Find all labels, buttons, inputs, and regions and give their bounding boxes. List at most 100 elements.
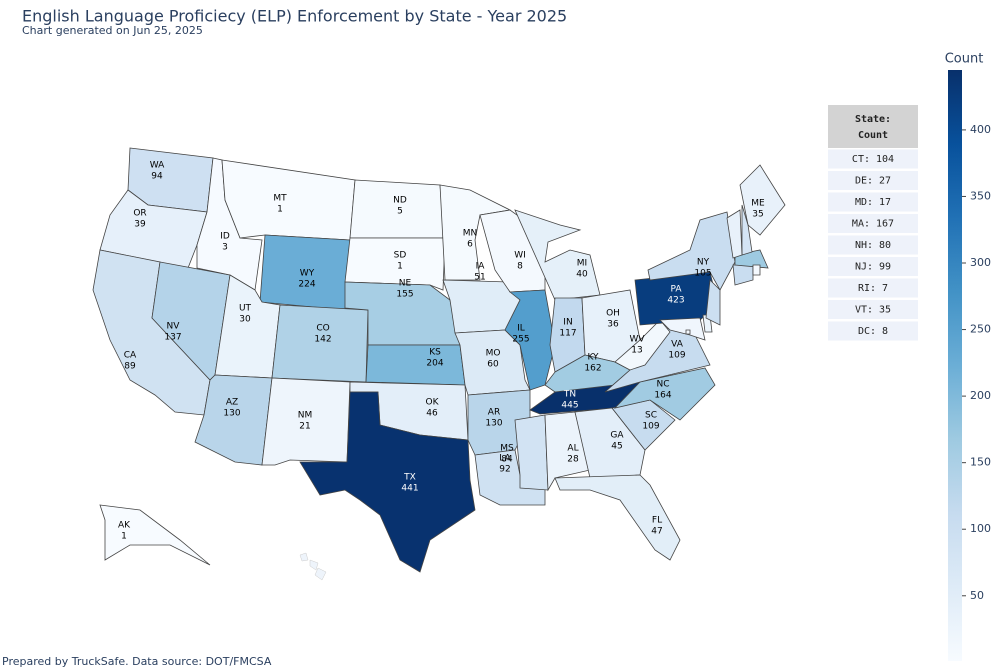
state-code: OR [133, 209, 146, 219]
state-value: 105 [694, 269, 711, 279]
chart-title: English Language Proficiecy (ELP) Enforc… [22, 7, 567, 26]
colorbar-tick-label: 100 [970, 522, 991, 535]
state-code: PA [670, 285, 682, 295]
state-code: GA [610, 431, 624, 441]
state-value: 45 [611, 442, 622, 452]
state-value: 155 [396, 290, 413, 300]
colorbar-tick-label: 350 [970, 189, 991, 202]
table-row: MD: 17 [855, 197, 891, 208]
state-code: OH [606, 309, 620, 319]
footer: Prepared by TruckSafe. Data source: DOT/… [2, 655, 272, 668]
state-code: AR [488, 408, 500, 418]
state-code: NY [697, 258, 710, 268]
colorbar-tick-label: 400 [970, 123, 991, 136]
table-row: NH: 80 [855, 240, 891, 251]
colorbar-tick-label: 150 [970, 456, 991, 469]
state-value: 28 [567, 455, 579, 465]
state [554, 474, 681, 561]
state [685, 329, 691, 335]
state-code: FL [652, 516, 662, 526]
state-value: 255 [512, 335, 529, 345]
state-value: 92 [499, 465, 510, 475]
table-row: DC: 8 [858, 326, 888, 337]
table-header: State: [855, 114, 891, 125]
state-code: WI [514, 251, 526, 261]
state [741, 204, 753, 256]
state-value: 441 [401, 484, 418, 494]
state-value: 47 [651, 527, 662, 537]
state-code: MI [577, 259, 587, 269]
state-value: 39 [134, 220, 146, 230]
state-value: 1 [121, 532, 127, 542]
state [221, 159, 356, 241]
state-code: AK [118, 521, 131, 531]
state-value: 40 [576, 270, 588, 280]
state [752, 264, 761, 276]
state-value: 109 [668, 351, 685, 361]
table-row: DE: 27 [855, 176, 891, 187]
colorbar-tick-label: 300 [970, 256, 991, 269]
state [739, 164, 786, 236]
state-code: ME [751, 199, 765, 209]
state-code: VA [671, 340, 684, 350]
state [514, 209, 601, 301]
table-header: Count [858, 130, 888, 141]
state-value: 3 [222, 243, 228, 253]
state [365, 344, 466, 386]
state-code: WY [300, 269, 315, 279]
state-code: IN [563, 318, 572, 328]
table-row-bg [828, 321, 918, 341]
state-value: 94 [151, 172, 163, 182]
table-row-bg [828, 278, 918, 298]
state [514, 414, 549, 491]
state-value: 5 [397, 207, 403, 217]
colorbar [948, 70, 962, 661]
state [504, 289, 556, 391]
state [659, 317, 706, 341]
state-code: TN [563, 390, 576, 400]
state-value: 1 [397, 262, 403, 272]
state-code: MT [273, 194, 287, 204]
state-code: AL [567, 444, 578, 454]
table-row-bg [828, 235, 918, 255]
table-row-bg [828, 192, 918, 212]
colorbar-tick-label: 200 [970, 389, 991, 402]
state-code: MN [463, 229, 478, 239]
table-row-bg [828, 149, 918, 169]
colorbar-title: Count [945, 52, 984, 67]
state [474, 449, 546, 506]
state-value: 445 [561, 401, 578, 411]
state-value: 35 [752, 210, 763, 220]
state-value: 13 [631, 346, 642, 356]
state-code: ND [393, 196, 407, 206]
state-code: OK [426, 398, 440, 408]
chart-subtitle: Chart generated on Jun 25, 2025 [22, 24, 203, 37]
state-value: 1 [277, 205, 283, 215]
state [99, 189, 208, 269]
state [726, 209, 743, 259]
state-code: NV [167, 322, 181, 332]
table-row: MA: 167 [852, 219, 894, 230]
state-code: WA [150, 161, 165, 171]
state-code: KY [587, 353, 599, 363]
state [99, 504, 211, 566]
state-code: CA [124, 351, 137, 361]
table-row: CT: 104 [852, 154, 894, 165]
state-value: 137 [164, 333, 181, 343]
table-row-bg [828, 257, 918, 276]
state-code: SC [645, 411, 657, 421]
state-code: MS [500, 444, 514, 454]
hawaii [299, 552, 327, 581]
state-value: 36 [607, 320, 619, 330]
state-value: 142 [314, 335, 331, 345]
state-value: 84 [501, 455, 513, 465]
state [614, 319, 671, 371]
table-row-bg [828, 171, 918, 190]
state-value: 30 [239, 315, 251, 325]
state-value: 6 [467, 240, 473, 250]
state [544, 411, 591, 492]
state-value: 21 [299, 422, 310, 432]
state-code: IA [476, 262, 486, 272]
state-code: NC [656, 380, 669, 390]
